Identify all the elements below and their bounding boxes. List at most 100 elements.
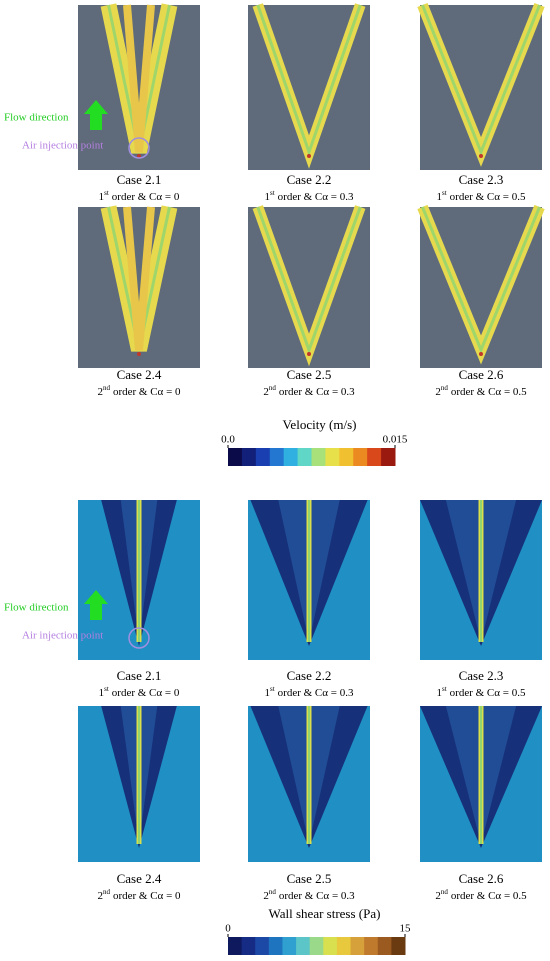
flow-label: Flow direction bbox=[4, 112, 69, 124]
colorbar-segment bbox=[228, 448, 243, 466]
order-number: 1 bbox=[265, 191, 271, 203]
subtitle-text: order & Cα = 0.5 bbox=[451, 386, 527, 398]
case-label: Case 2.2 bbox=[287, 172, 332, 187]
colorbar-title: Velocity (m/s) bbox=[282, 417, 356, 432]
order-number: 2 bbox=[97, 890, 103, 902]
subtitle-text: order & Cα = 0.5 bbox=[451, 890, 527, 902]
order-suffix: st bbox=[270, 189, 275, 197]
subtitle-text: order & Cα = 0 bbox=[112, 191, 180, 203]
colorbar-segment bbox=[391, 937, 406, 955]
contour-panel bbox=[248, 500, 370, 660]
subtitle-text: order & Cα = 0.5 bbox=[450, 191, 526, 203]
colorbar-segment bbox=[336, 937, 352, 955]
colorbar-segment bbox=[241, 937, 256, 955]
jet-core bbox=[421, 4, 541, 157]
injection-circle bbox=[128, 137, 150, 159]
apex bbox=[307, 154, 311, 158]
colorbar-segment bbox=[269, 448, 285, 466]
subtitle-text: order & Cα = 0 bbox=[113, 386, 181, 398]
colorbar-segment bbox=[309, 937, 324, 955]
colorbar-segment bbox=[311, 448, 326, 466]
colorbar-segment bbox=[228, 937, 243, 955]
order-number: 1 bbox=[99, 687, 105, 699]
apex bbox=[137, 154, 141, 158]
case-label: Case 2.2 bbox=[287, 668, 332, 683]
order-number: 2 bbox=[263, 890, 269, 902]
colorbar-segment bbox=[255, 937, 270, 955]
case-subtitle: 1st order & Cα = 0 bbox=[99, 189, 180, 203]
colorbar-tick-label: 15 bbox=[400, 923, 412, 935]
case-subtitle: 2nd order & Cα = 0.5 bbox=[435, 384, 527, 398]
colorbar-tick-label: 0.0 bbox=[221, 434, 235, 446]
order-number: 2 bbox=[435, 890, 441, 902]
colorbar-segment bbox=[325, 448, 340, 466]
case-subtitle: 1st order & Cα = 0 bbox=[99, 685, 180, 699]
flow-label: Flow direction bbox=[4, 602, 69, 614]
contour-panel bbox=[78, 500, 200, 660]
case-label: Case 2.6 bbox=[459, 367, 504, 382]
contour-panel bbox=[248, 706, 370, 862]
apex bbox=[307, 352, 311, 356]
subtitle-text: order & Cα = 0.5 bbox=[450, 687, 526, 699]
case-label: Case 2.3 bbox=[459, 172, 504, 187]
order-suffix: nd bbox=[441, 888, 449, 896]
order-suffix: nd bbox=[103, 384, 111, 392]
colorbar-segment bbox=[339, 448, 354, 466]
colorbar-title: Wall shear stress (Pa) bbox=[269, 906, 381, 921]
subtitle-text: order & Cα = 0 bbox=[112, 687, 180, 699]
injection-circle bbox=[128, 627, 150, 649]
colorbar-segment bbox=[255, 448, 271, 466]
case-subtitle: 1st order & Cα = 0.3 bbox=[265, 189, 354, 203]
subtitle-text: order & Cα = 0.3 bbox=[278, 191, 354, 203]
contour-panel bbox=[78, 706, 200, 862]
colorbar-segment bbox=[353, 448, 368, 466]
order-suffix: st bbox=[104, 189, 109, 197]
contour-panel bbox=[248, 205, 370, 368]
order-suffix: st bbox=[270, 685, 275, 693]
case-subtitle: 1st order & Cα = 0.5 bbox=[437, 189, 526, 203]
order-suffix: st bbox=[442, 189, 447, 197]
colorbar-tick-label: 0 bbox=[225, 923, 231, 935]
case-label: Case 2.4 bbox=[117, 367, 162, 382]
jet-core bbox=[421, 206, 541, 354]
case-label: Case 2.3 bbox=[459, 668, 504, 683]
case-subtitle: 2nd order & Cα = 0.5 bbox=[435, 888, 527, 902]
jet-core bbox=[256, 206, 362, 355]
order-suffix: nd bbox=[441, 384, 449, 392]
case-subtitle: 1st order & Cα = 0.3 bbox=[265, 685, 354, 699]
colorbar-segment bbox=[350, 937, 365, 955]
case-subtitle: 2nd order & Cα = 0.3 bbox=[263, 384, 355, 398]
apex bbox=[479, 154, 483, 158]
colorbar-segment bbox=[283, 448, 299, 466]
contour-panel bbox=[248, 3, 370, 170]
case-label: Case 2.1 bbox=[117, 668, 162, 683]
flow-arrow bbox=[84, 590, 108, 620]
contour-panel bbox=[78, 3, 200, 170]
colorbar-segment bbox=[296, 937, 311, 955]
order-number: 1 bbox=[99, 191, 105, 203]
subtitle-text: order & Cα = 0.3 bbox=[278, 687, 354, 699]
colorbar-segment bbox=[241, 448, 257, 466]
order-suffix: nd bbox=[269, 384, 277, 392]
case-label: Case 2.1 bbox=[117, 172, 162, 187]
contour-panel bbox=[417, 204, 545, 368]
case-label: Case 2.5 bbox=[287, 367, 332, 382]
case-label: Case 2.5 bbox=[287, 871, 332, 886]
colorbar-segment bbox=[381, 448, 396, 466]
colorbar-segment bbox=[377, 937, 392, 955]
order-number: 2 bbox=[97, 386, 103, 398]
order-suffix: st bbox=[442, 685, 447, 693]
order-number: 1 bbox=[437, 687, 443, 699]
injection-label: Air injection point bbox=[22, 140, 103, 152]
contour-panel bbox=[420, 706, 542, 862]
colorbar-segment bbox=[268, 937, 283, 955]
colorbar-tick-label: 0.015 bbox=[383, 434, 408, 446]
case-subtitle: 2nd order & Cα = 0 bbox=[97, 384, 181, 398]
case-subtitle: 1st order & Cα = 0.5 bbox=[437, 685, 526, 699]
apex bbox=[137, 352, 141, 356]
contour-panel bbox=[78, 205, 200, 368]
order-suffix: nd bbox=[269, 888, 277, 896]
flow-arrow bbox=[84, 100, 108, 130]
contour-panel bbox=[420, 500, 542, 660]
jet-core bbox=[256, 4, 362, 157]
